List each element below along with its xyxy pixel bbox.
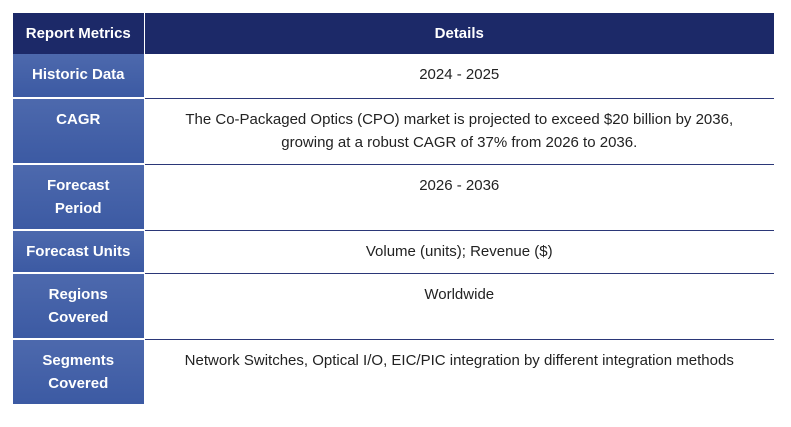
metric-cell: Regions Covered <box>13 273 145 340</box>
detail-cell: 2026 - 2036 <box>144 164 774 231</box>
table-row-cagr: CAGR The Co-Packaged Optics (CPO) market… <box>13 98 774 165</box>
detail-cell: The Co-Packaged Optics (CPO) market is p… <box>144 98 774 165</box>
detail-cell: Volume (units); Revenue ($) <box>144 230 774 274</box>
metric-label: Segments Covered <box>42 352 115 392</box>
detail-value: The Co-Packaged Optics (CPO) market is p… <box>185 110 734 151</box>
header-details: Details <box>144 13 774 54</box>
metric-cell: Historic Data <box>13 54 145 99</box>
table-row-segments-covered: Segments Covered Network Switches, Optic… <box>13 339 774 404</box>
table-row-forecast-period: Forecast Period 2026 - 2036 <box>13 164 774 231</box>
metric-label: Forecast Period <box>46 177 110 217</box>
detail-value: Network Switches, Optical I/O, EIC/PIC i… <box>184 351 734 369</box>
header-report-metrics: Report Metrics <box>13 13 145 54</box>
metric-label: Regions Covered <box>48 286 109 326</box>
detail-value: Volume (units); Revenue ($) <box>365 242 553 260</box>
detail-value: Worldwide <box>424 285 495 303</box>
detail-value: 2024 - 2025 <box>419 66 500 83</box>
report-metrics-table: Report Metrics Details Historic Data 202… <box>13 13 774 404</box>
metric-label: CAGR <box>56 111 101 128</box>
metric-cell: Forecast Period <box>13 164 145 231</box>
table-row-historic-data: Historic Data 2024 - 2025 <box>13 54 774 99</box>
metric-cell: CAGR <box>13 98 145 165</box>
detail-cell: Network Switches, Optical I/O, EIC/PIC i… <box>144 339 774 404</box>
detail-cell: 2024 - 2025 <box>144 54 774 99</box>
detail-value: 2026 - 2036 <box>419 176 500 194</box>
table-row-forecast-units: Forecast Units Volume (units); Revenue (… <box>13 230 774 274</box>
detail-cell: Worldwide <box>144 273 774 340</box>
metric-label: Historic Data <box>31 66 125 83</box>
table-header-row: Report Metrics Details <box>13 13 774 54</box>
metric-cell: Segments Covered <box>13 339 145 404</box>
metric-label: Forecast Units <box>26 243 131 260</box>
metric-cell: Forecast Units <box>13 230 145 274</box>
table-row-regions-covered: Regions Covered Worldwide <box>13 273 774 340</box>
